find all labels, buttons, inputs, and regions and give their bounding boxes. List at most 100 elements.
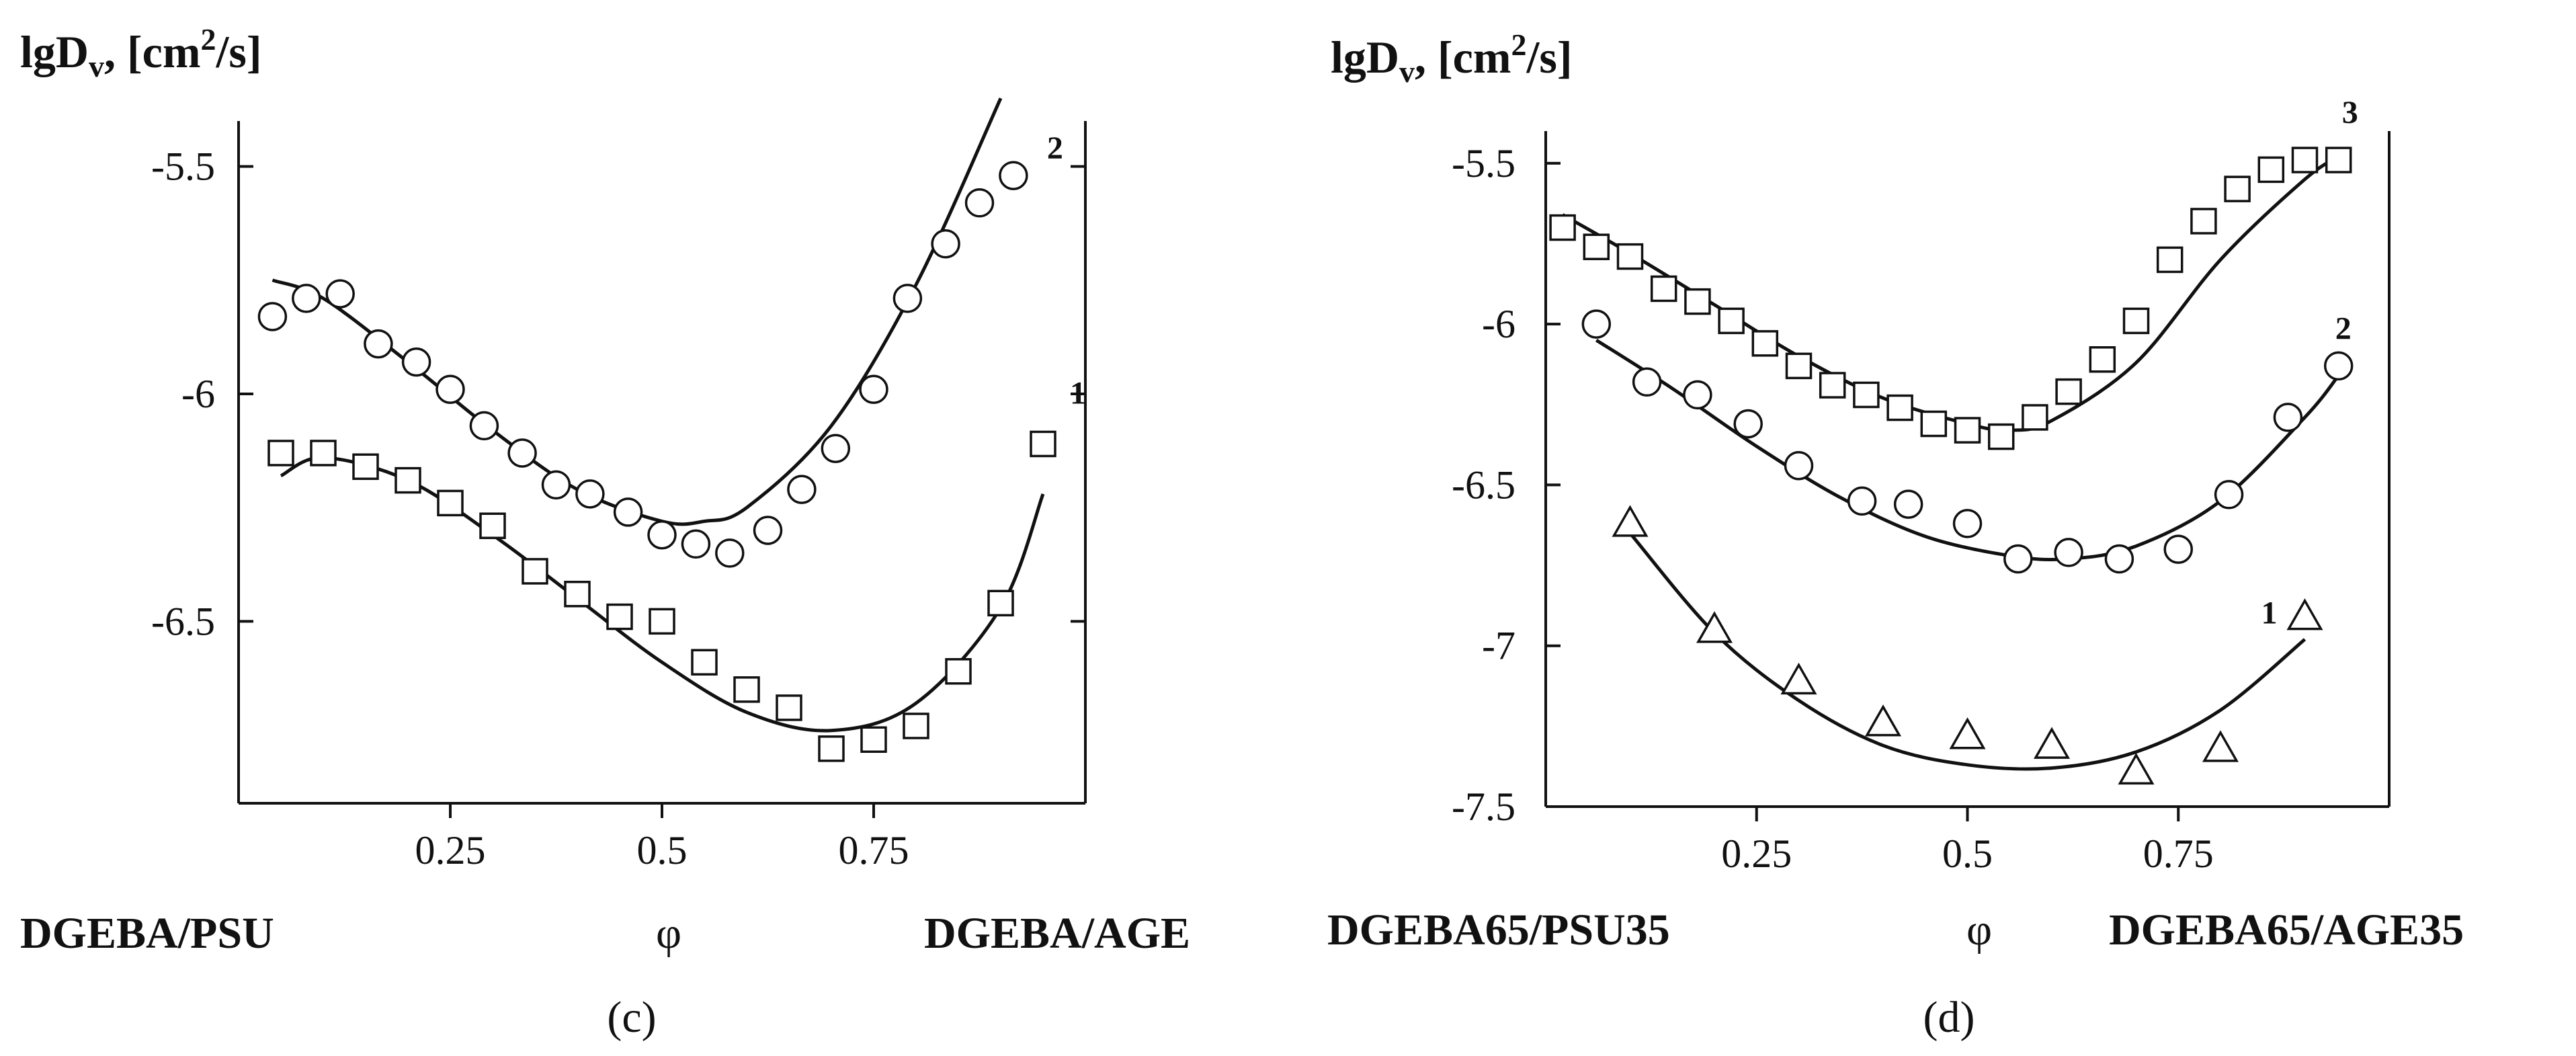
panel-d-series-3-point [2055,378,2082,405]
panel-d-series-3-point [1751,330,1779,357]
panel-c-series-2-point [507,438,537,468]
panel-c-ytick-label: -5.5 [151,145,215,189]
panel-c-ytick-label: -6 [181,372,215,416]
panel-d-series-3-point [2022,404,2048,431]
panel-d-series-3-point [1987,423,2015,450]
panel-d-curve-label-3: 3 [2342,95,2358,130]
panel-d-xtick-label: 0.25 [1721,831,1792,876]
panel-c-series-2-point [364,329,393,359]
panel-c-series-2-point [859,374,888,404]
panel-c-series-1-point [352,453,379,481]
panel-c-series-2-point [681,529,711,559]
panel-c-sublabel: (c) [607,993,656,1042]
panel-d-series-1-point [2033,727,2071,759]
panel-d-series-3-point [1616,243,1644,270]
panel-c-series-2-point [787,475,817,504]
panel-d-series-3-point [2257,156,2285,184]
panel-d-series-3-point [1954,417,1981,444]
panel-c-series-2-point [613,497,643,527]
panel-d-series-3-point [2224,175,2251,202]
panel-c-series-2-point [999,161,1028,190]
panel-d-series-1-point [1696,611,1733,643]
panel-d-fit-curve-1 [1628,532,2307,771]
panel-d: lgDv, [cm2/s] DGEBA65/PSU35 φ DGEBA65/AG… [1327,28,2464,1042]
panel-c-left-label: DGEBA/PSU [20,909,274,958]
panel-c-series-1-point [776,694,802,721]
panel-d-series-3-point [1819,372,1846,399]
panel-c-ylabel: lgDv, [cm2/s] [20,22,261,83]
panel-c-series-1-point [903,713,929,739]
panel-d-series-1-point [2202,730,2239,762]
panel-d-series-2-point [2104,544,2134,574]
panel-c-series-1-point [267,440,294,466]
panel-c-right-label: DGEBA/AGE [924,909,1190,958]
panel-c-xtick-label: 0.25 [415,828,486,872]
panel-c-fit-curve-1 [280,456,1045,733]
panel-c-series-1-point [733,676,760,703]
panel-c-series-2-point [821,434,851,463]
panel-c-series-2-point [964,188,995,218]
panel-d-ytick-label: -6.5 [1452,462,1515,507]
panel-d-series-2-point [2003,544,2033,574]
panel-d-series-3-point [1853,381,1880,409]
panel-d-curve-label-2: 2 [2335,311,2352,346]
panel-d-series-2-point [1683,380,1712,410]
panel-c-xtick-label: 0.5 [637,828,688,872]
panel-c-series-2-point [892,284,923,313]
panel-d-series-2-point [2163,534,2193,564]
panel-d-series-2-point [1952,509,1983,538]
panel-d-series-3-point [2291,147,2319,173]
panel-c-series-2-point [647,520,677,550]
panel-d-series-3-point [1549,214,1576,241]
panel-d-series-3-point [1583,233,1610,261]
panel-c-series-1-point [691,649,718,676]
panel-c-series-2-point [435,374,465,404]
panel-d-series-2-point [2054,538,2083,567]
panel-d-ytick-label: -6 [1482,302,1515,346]
panel-d-series-2-point [1733,409,1763,439]
panel-d-series-3-point [1920,410,1948,438]
panel-d-series-2-point [2273,403,2303,432]
panel-c-series-1-point [818,735,845,762]
panel-d-series-3-point [1684,288,1711,315]
panel-c-series-1-point [394,466,421,494]
panel-c-series-1-point [945,658,972,685]
panel-d-series-3-point [1650,275,1677,302]
panel-d-ytick-label: -7 [1482,624,1515,668]
panel-d-series-2-point [1784,450,1814,481]
panel-c-series-1-point [1030,430,1056,458]
panel-c-series-2-point [469,411,499,441]
panel-c-series-1-point [522,558,548,585]
panel-d-x-label: φ [1966,905,1992,955]
panel-d-ytick-label: -5.5 [1452,141,1515,186]
panel-c: lgDv, [cm2/s] DGEBA/PSU φ DGEBA/AGE (c) … [20,22,1190,1042]
panel-c-series-1-point [860,726,887,754]
panel-d-xtick-label: 0.75 [2143,831,2214,876]
panel-d-fit-curve-3 [1561,155,2340,432]
panel-d-left-label: DGEBA65/PSU35 [1327,905,1670,955]
panel-c-series-2-point [541,470,571,500]
panel-d-series-1-point [1612,505,1649,537]
panel-c-x-label: φ [656,909,681,958]
panel-c-curve-label-1: 1 [1070,375,1086,411]
panel-d-series-1-point [2118,752,2155,785]
panel-d-series-2-point [2214,480,2244,510]
panel-c-series-1-point [437,489,464,517]
panel-c-series-2-point [753,516,783,545]
panel-c-series-1-point [479,512,506,539]
panel-d-series-3-point [1718,307,1745,335]
panel-d-xtick-label: 0.5 [1942,831,1993,876]
panel-c-series-2-point [257,302,288,331]
panel-d-ylabel: lgDv, [cm2/s] [1331,28,1572,89]
panel-c-series-1-point [606,603,633,631]
panel-c-series-1-point [649,608,675,635]
panel-d-series-2-point [2323,351,2354,381]
panel-c-series-1-point [310,440,337,466]
panel-c-series-2-point [931,229,960,259]
panel-d-series-3-point [2089,346,2116,373]
panel-d-series-2-point [1581,309,1612,339]
panel-d-series-2-point [1847,486,1877,516]
panel-d-series-3-point [2190,208,2217,235]
panel-d-series-1-point [2286,598,2323,631]
panel-c-series-2-point [325,279,355,309]
